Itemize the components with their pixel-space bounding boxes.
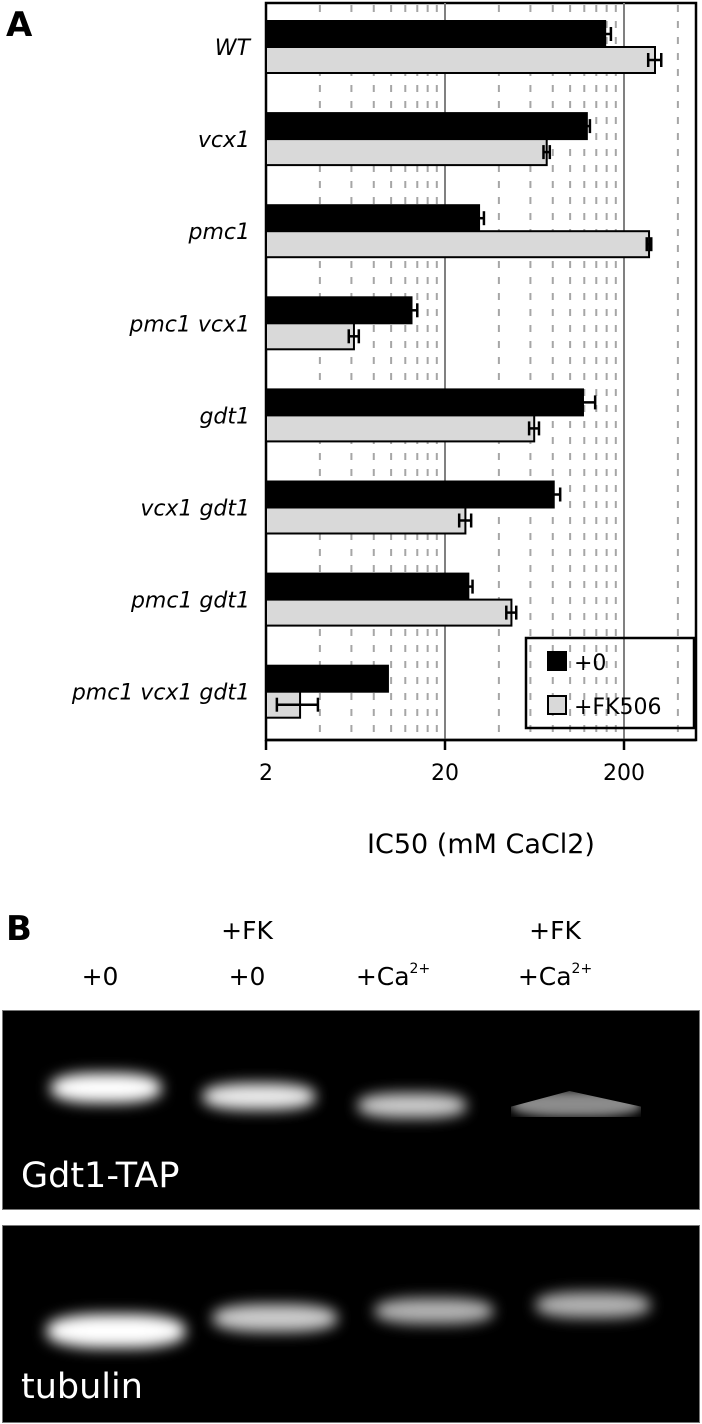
bar-plus0 — [265, 296, 413, 325]
blot-label-tubulin: tubulin — [21, 1367, 143, 1407]
blot-gdt1-tap: Gdt1-TAP — [2, 1010, 700, 1210]
protein-band — [536, 1292, 650, 1318]
x-axis-title: IC50 (mM CaCl2) — [367, 829, 595, 860]
x-tick-label: 2 — [259, 761, 273, 786]
bar-fk506 — [265, 322, 355, 351]
charge-superscript: 2+ — [409, 961, 431, 977]
protein-band — [358, 1093, 466, 1118]
category-label: pmc1 vcx1 — [128, 312, 250, 337]
lane-label-bottom: +Ca2+ — [517, 961, 593, 991]
bar-plus0 — [265, 20, 607, 48]
bar-plus0 — [265, 480, 555, 509]
lane-label-top: +FK — [221, 916, 273, 945]
category-label: gdt1 — [199, 404, 250, 429]
protein-band — [203, 1083, 315, 1110]
lane-label-top: +FK — [529, 916, 581, 945]
bar-fk506 — [265, 414, 536, 443]
legend-box — [524, 636, 696, 730]
bar-fk506 — [265, 506, 467, 535]
category-label: pmc1 vcx1 gdt1 — [71, 681, 250, 706]
bar-plus0 — [265, 112, 588, 141]
protein-band — [51, 1073, 161, 1103]
category-label: pmc1 — [188, 220, 251, 245]
bar-plus0 — [265, 204, 481, 233]
legend-swatch — [547, 695, 567, 715]
bar-fk506 — [265, 138, 548, 167]
charge-superscript: 2+ — [571, 961, 593, 977]
x-tick-label: 20 — [431, 761, 459, 786]
x-tick-label: 200 — [603, 761, 645, 786]
category-label: WT — [215, 36, 252, 61]
ic50-bar-chart: WT vcx1 pmc1 pmc1 vcx1 gdt1 vcx1 gdt1 pmc1 gdt… — [71, 1, 698, 860]
legend-swatch — [547, 651, 567, 671]
lane-label-bottom: +Ca2+ — [355, 961, 431, 991]
bar-fk506 — [265, 230, 651, 259]
bar-fk506 — [265, 598, 513, 627]
blot-label-gdt1-tap: Gdt1-TAP — [21, 1156, 180, 1196]
bar-plus0 — [265, 572, 470, 601]
lane-label-bottom: +0 — [81, 962, 119, 991]
legend-label: +FK506 — [574, 695, 662, 720]
protein-band — [511, 1091, 641, 1117]
category-label: pmc1 gdt1 — [130, 589, 250, 614]
bar-plus0 — [265, 664, 389, 693]
bar-fk506 — [265, 46, 657, 74]
protein-band — [213, 1304, 337, 1332]
bar-plus0 — [265, 388, 584, 417]
lane-label-bottom: +0 — [228, 962, 266, 991]
category-label: vcx1 gdt1 — [140, 497, 250, 522]
protein-band — [375, 1298, 493, 1324]
category-label: vcx1 — [198, 128, 250, 153]
panel-a-letter: A — [6, 5, 33, 45]
panel-b-letter: B — [6, 909, 32, 949]
protein-band — [47, 1314, 185, 1348]
legend-label: +0 — [574, 651, 606, 676]
blot-tubulin: tubulin — [2, 1225, 700, 1423]
